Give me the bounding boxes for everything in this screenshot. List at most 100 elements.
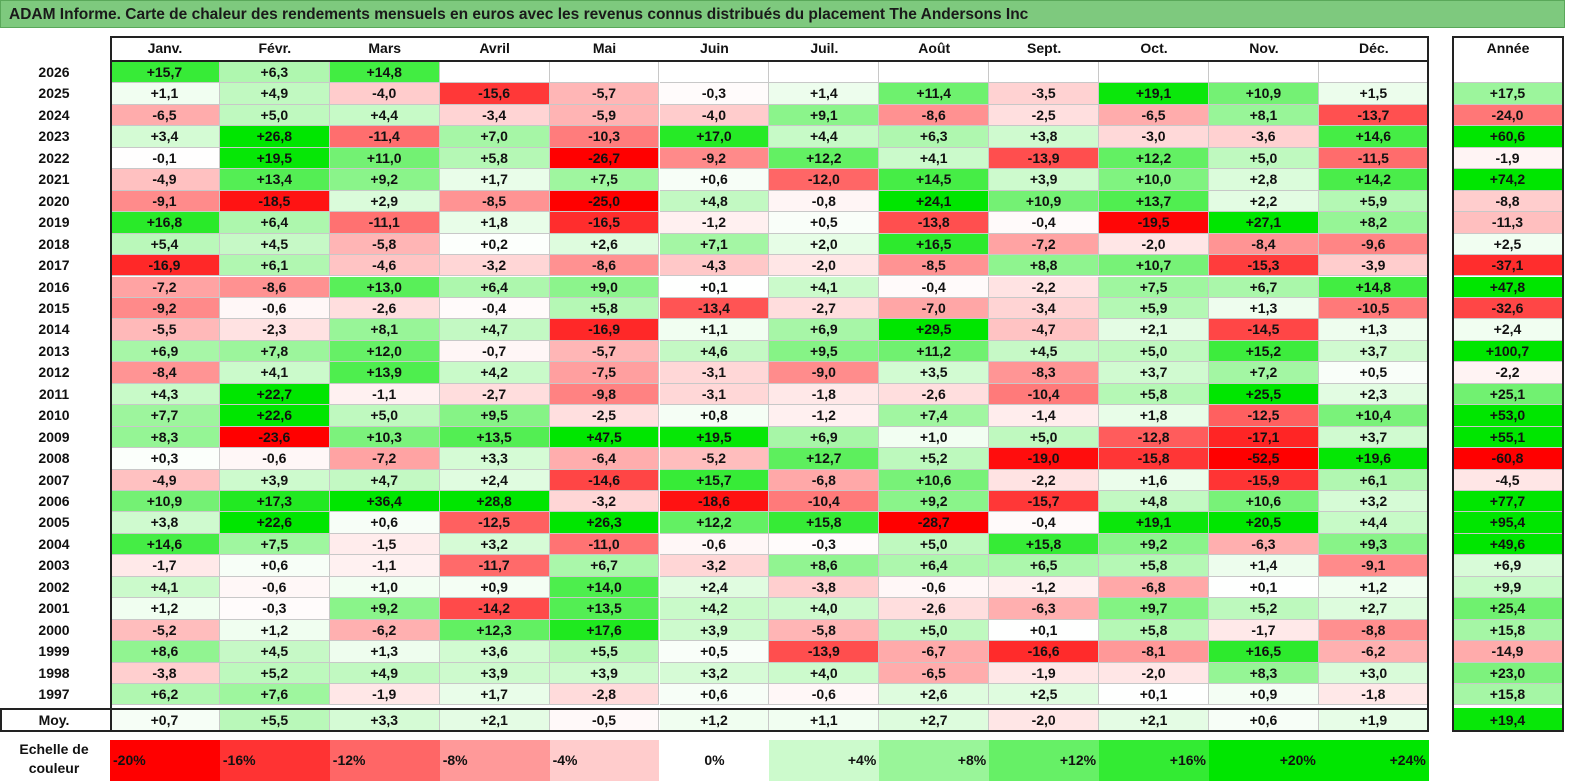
heatmap-cell: +6,3 bbox=[879, 126, 990, 148]
year-label: 2000 bbox=[38, 621, 70, 638]
heatmap-cell: -8,6 bbox=[879, 104, 990, 127]
year-label: 2023 bbox=[38, 128, 70, 145]
average-annual-cell: +19,4 bbox=[1452, 707, 1564, 732]
year-label: 2011 bbox=[38, 385, 70, 402]
heatmap-cell bbox=[659, 62, 770, 84]
heatmap-cell: -0,4 bbox=[879, 276, 990, 298]
month-header: Mai bbox=[592, 40, 617, 56]
heatmap-cell: +13,4 bbox=[219, 169, 330, 191]
heatmap-cell: +1,4 bbox=[769, 83, 880, 105]
heatmap-cell: +2,6 bbox=[549, 233, 660, 256]
heatmap-cell: +15,2 bbox=[1209, 340, 1319, 363]
heatmap-cell: -11,5 bbox=[1318, 147, 1429, 170]
annual-cell: +25,1 bbox=[1452, 383, 1564, 406]
heatmap-cell: -0,6 bbox=[879, 576, 990, 599]
heatmap-cell: +10,3 bbox=[329, 426, 440, 449]
color-scale-swatch: +16% bbox=[1099, 740, 1209, 781]
heatmap-cell: +10,9 bbox=[110, 491, 220, 513]
heatmap-cell: -2,3 bbox=[219, 319, 330, 341]
average-cell: +3,3 bbox=[329, 707, 440, 732]
heatmap-cell: -2,0 bbox=[769, 255, 880, 277]
heatmap-cell: +8,6 bbox=[110, 641, 220, 663]
year-label: 2026 bbox=[38, 64, 70, 80]
heatmap-cell: +0,6 bbox=[659, 169, 770, 191]
heatmap-cell: -14,5 bbox=[1209, 319, 1319, 341]
heatmap-cell: +10,7 bbox=[1099, 255, 1209, 277]
heatmap-cell: -10,4 bbox=[989, 383, 1100, 406]
annual-cell: +2,4 bbox=[1452, 319, 1564, 341]
heatmap-cell: +14,5 bbox=[879, 169, 990, 191]
heatmap-cell: -16,6 bbox=[989, 641, 1100, 663]
heatmap-cell: +0,1 bbox=[1099, 684, 1209, 706]
heatmap-cell: -15,3 bbox=[1209, 255, 1319, 277]
annual-cell: +74,2 bbox=[1452, 169, 1564, 191]
heatmap-cell: +4,0 bbox=[769, 662, 880, 685]
heatmap-cell: -2,5 bbox=[549, 405, 660, 427]
heatmap-cell: -7,5 bbox=[549, 362, 660, 384]
heatmap-cell: -3,8 bbox=[110, 662, 220, 685]
annual-cell: +47,8 bbox=[1452, 276, 1564, 298]
year-label: 2008 bbox=[38, 450, 70, 467]
heatmap-cell: -8,5 bbox=[879, 255, 990, 277]
heatmap-cell: -8,6 bbox=[549, 255, 660, 277]
heatmap-cell: +1,3 bbox=[329, 641, 440, 663]
color-scale-swatch: +20% bbox=[1209, 740, 1319, 781]
month-header: Juil. bbox=[810, 40, 839, 56]
heatmap-cell: +9,0 bbox=[549, 276, 660, 298]
heatmap-cell: +5,9 bbox=[1099, 297, 1209, 320]
heatmap-cell: +0,1 bbox=[1209, 576, 1319, 599]
heatmap-cell: +1,7 bbox=[439, 684, 550, 706]
average-cell: +0,7 bbox=[110, 707, 220, 732]
heatmap-cell: -11,4 bbox=[329, 126, 440, 148]
heatmap-cell: +2,2 bbox=[1209, 190, 1319, 213]
year-label: 2002 bbox=[38, 578, 70, 595]
annual-cell: +23,0 bbox=[1452, 662, 1564, 685]
color-scale-swatch: +8% bbox=[879, 740, 990, 781]
heatmap-cell: -13,9 bbox=[989, 147, 1100, 170]
heatmap-cell: +4,1 bbox=[769, 276, 880, 298]
heatmap-cell: +1,3 bbox=[1318, 319, 1429, 341]
color-scale-swatch: -8% bbox=[439, 740, 550, 781]
year-label: 2019 bbox=[38, 214, 70, 231]
month-header: Oct. bbox=[1140, 40, 1168, 56]
heatmap-cell: -25,0 bbox=[549, 190, 660, 213]
chart-title: ADAM Informe. Carte de chaleur des rende… bbox=[9, 6, 1029, 23]
heatmap-cell: +3,3 bbox=[439, 448, 550, 470]
heatmap-cell: +5,8 bbox=[1099, 383, 1209, 406]
heatmap-cell: +1,7 bbox=[439, 169, 550, 191]
color-scale-label: Echelle de couleur bbox=[0, 740, 108, 782]
heatmap-cell: -8,3 bbox=[989, 362, 1100, 384]
heatmap-cell: -1,5 bbox=[329, 533, 440, 556]
annual-cell: -60,8 bbox=[1452, 448, 1564, 470]
heatmap-cell: -1,2 bbox=[769, 405, 880, 427]
heatmap-cell: -6,3 bbox=[989, 598, 1100, 620]
heatmap-cell: -2,7 bbox=[769, 297, 880, 320]
heatmap-cell: -12,5 bbox=[439, 512, 550, 534]
heatmap-cell: -0,8 bbox=[769, 190, 880, 213]
heatmap-cell: -5,8 bbox=[769, 619, 880, 642]
heatmap-cell: -3,1 bbox=[659, 383, 770, 406]
heatmap-cell: +7,5 bbox=[549, 169, 660, 191]
heatmap-cell: -23,6 bbox=[219, 426, 330, 449]
heatmap-cell: -0,1 bbox=[110, 147, 220, 170]
heatmap-cell: +14,2 bbox=[1318, 169, 1429, 191]
month-header: Mars bbox=[368, 40, 402, 56]
heatmap-cell: -2,2 bbox=[989, 469, 1100, 491]
heatmap-cell: +22,7 bbox=[219, 383, 330, 406]
heatmap-cell: +2,8 bbox=[1209, 169, 1319, 191]
heatmap-cell: +4,6 bbox=[659, 340, 770, 363]
heatmap-cell: +8,1 bbox=[1209, 104, 1319, 127]
heatmap-cell: +4,2 bbox=[439, 362, 550, 384]
year-label: 2014 bbox=[38, 321, 70, 338]
year-label: 2006 bbox=[38, 493, 70, 509]
heatmap-cell: -13,8 bbox=[879, 212, 990, 234]
annual-cell: +95,4 bbox=[1452, 512, 1564, 534]
heatmap-cell: +12,3 bbox=[439, 619, 550, 642]
heatmap-cell: +5,0 bbox=[1099, 340, 1209, 363]
heatmap-cell: +8,3 bbox=[110, 426, 220, 449]
heatmap-cell: -4,0 bbox=[329, 83, 440, 105]
heatmap-cell: +2,1 bbox=[1099, 319, 1209, 341]
heatmap-cell: +2,7 bbox=[1318, 598, 1429, 620]
heatmap-cell: -7,2 bbox=[110, 276, 220, 298]
heatmap-cell: +4,5 bbox=[219, 233, 330, 256]
